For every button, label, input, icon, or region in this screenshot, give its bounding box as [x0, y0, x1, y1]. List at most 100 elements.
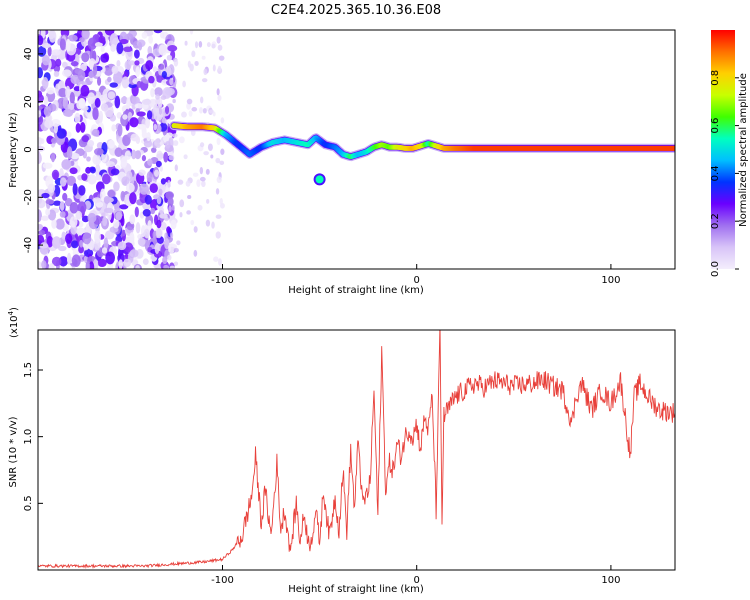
- noise-blob: [38, 194, 43, 204]
- noise-blob: [98, 110, 104, 123]
- noise-blob: [149, 183, 158, 194]
- faint-dot: [158, 188, 163, 196]
- faint-dot: [192, 172, 199, 177]
- noise-blob: [87, 140, 95, 147]
- faint-dot: [181, 111, 187, 118]
- noise-blob: [109, 114, 117, 122]
- faint-dot: [155, 94, 160, 100]
- faint-dot: [158, 207, 165, 215]
- noise-blob: [41, 42, 51, 49]
- noise-blob: [81, 52, 90, 63]
- faint-dot: [216, 137, 221, 146]
- faint-dot: [167, 179, 171, 188]
- noise-blob: [48, 263, 55, 269]
- faint-dot: [184, 40, 188, 46]
- faint-dot: [171, 204, 175, 211]
- noise-blob: [131, 96, 140, 105]
- noise-blob: [153, 169, 160, 177]
- noise-blob: [115, 211, 123, 221]
- noise-blob: [119, 204, 129, 210]
- noise-blob: [105, 161, 115, 168]
- noise-blob: [129, 214, 136, 225]
- noise-blob: [41, 77, 49, 90]
- noise-blob: [113, 181, 120, 192]
- faint-dot: [206, 199, 210, 204]
- noise-blob: [116, 42, 124, 55]
- noise-blob: [112, 219, 120, 229]
- bottom-y-tick-label: 1.5: [23, 362, 34, 378]
- faint-dot: [191, 107, 198, 112]
- noise-blob: [78, 185, 86, 196]
- noise-blob: [145, 60, 154, 71]
- noise-blob: [120, 216, 125, 227]
- faint-dot: [219, 198, 223, 205]
- noise-blob: [102, 216, 108, 227]
- noise-blob: [68, 34, 78, 42]
- faint-dot: [202, 107, 207, 114]
- noise-blob: [116, 111, 122, 119]
- faint-dot: [170, 232, 174, 239]
- faint-dot: [201, 78, 208, 83]
- noise-blob: [94, 97, 101, 108]
- noise-blob: [95, 174, 102, 181]
- noise-blob: [124, 60, 132, 70]
- noise-blob: [69, 167, 78, 175]
- noise-blob: [163, 151, 169, 163]
- noise-blob: [38, 110, 42, 118]
- noise-blob: [110, 168, 120, 176]
- noise-blob: [100, 46, 105, 53]
- faint-dot: [216, 36, 221, 44]
- noise-blob: [148, 75, 155, 84]
- top-y-tick-label: 40: [23, 48, 34, 61]
- noise-blob: [51, 256, 62, 267]
- colorbar-label: Normalized spectral amplitude: [738, 73, 749, 227]
- faint-dot: [177, 179, 184, 185]
- noise-blob: [77, 201, 87, 214]
- noise-blob: [81, 173, 88, 181]
- faint-dot: [217, 94, 222, 102]
- faint-dot: [219, 160, 225, 166]
- noise-blob: [158, 44, 168, 56]
- faint-dot: [176, 240, 181, 246]
- faint-dot: [205, 219, 211, 227]
- noise-blob: [38, 224, 44, 231]
- noise-blob: [120, 96, 129, 104]
- faint-dot: [173, 248, 179, 253]
- noise-blob: [127, 111, 133, 119]
- noise-blob: [43, 105, 52, 117]
- noise-blob: [66, 252, 72, 265]
- noise-blob: [41, 192, 50, 199]
- top-x-axis-label: Height of straight line (km): [288, 285, 424, 296]
- noise-blob: [62, 109, 73, 117]
- noise-blob: [139, 183, 150, 195]
- noise-blob: [75, 122, 81, 133]
- noise-blob: [122, 114, 128, 120]
- noise-blob: [155, 160, 162, 168]
- noise-blob: [129, 192, 137, 205]
- faint-dot: [197, 204, 203, 211]
- noise-blob: [129, 117, 139, 128]
- noise-blob: [141, 131, 148, 139]
- noise-blob: [118, 259, 123, 269]
- noise-blob: [81, 215, 90, 223]
- noise-blob: [129, 249, 139, 258]
- noise-blob: [98, 35, 106, 44]
- noise-blob: [78, 245, 84, 254]
- noise-blob: [117, 241, 127, 251]
- noise-blob: [69, 202, 79, 214]
- spectrogram-area: [38, 30, 675, 269]
- faint-dot: [220, 117, 225, 124]
- bottom-x-tick-label: -100: [211, 575, 234, 586]
- top-y-tick-label: 0: [23, 146, 34, 152]
- noise-blob: [142, 258, 149, 265]
- faint-dot: [215, 188, 220, 195]
- noise-blob: [45, 208, 51, 216]
- faint-dot: [172, 82, 177, 88]
- noise-blob: [136, 248, 144, 259]
- noise-blob: [56, 128, 67, 139]
- noise-blob: [141, 155, 147, 162]
- noise-blob: [41, 260, 47, 269]
- noise-blob: [100, 103, 109, 112]
- noise-blob: [134, 206, 139, 218]
